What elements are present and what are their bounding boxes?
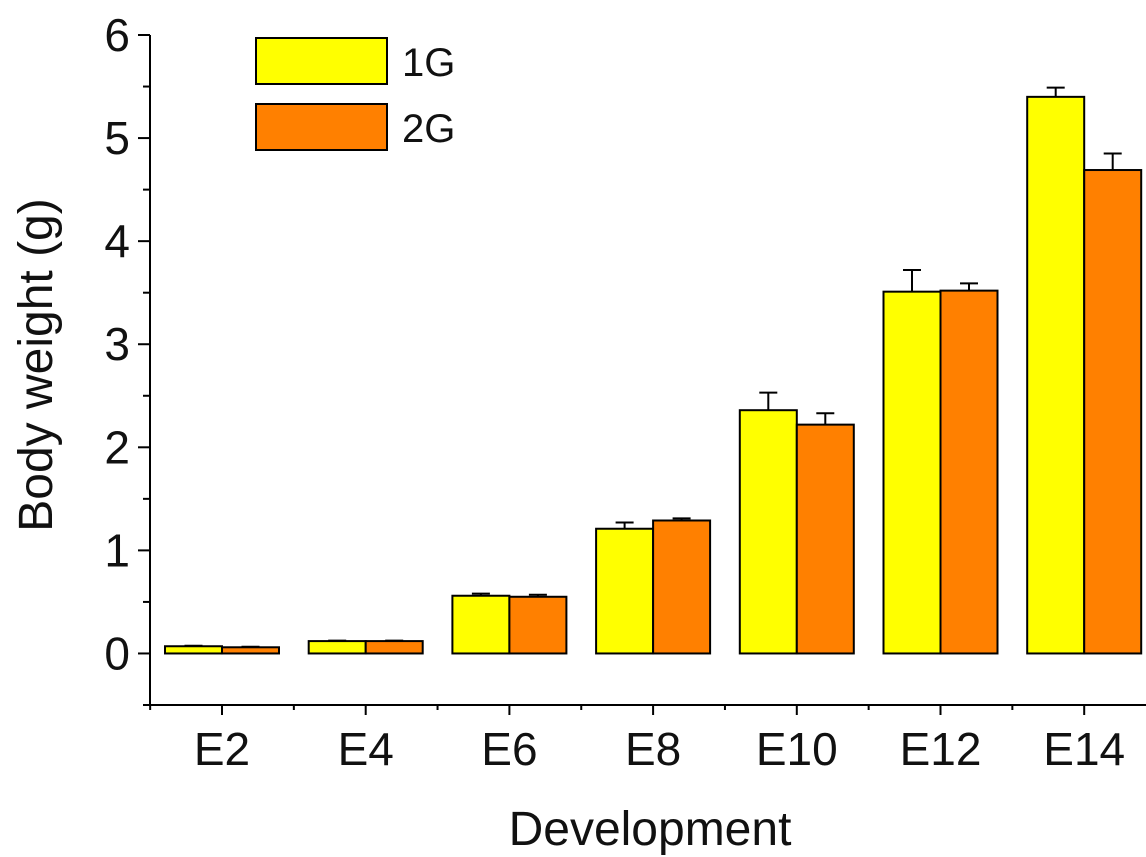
bar-2g-e14 [1083, 169, 1143, 655]
y-tick-label-1: 1 [104, 524, 130, 576]
x-tick-label-e14: E14 [1043, 723, 1125, 775]
x-tick-label-e2: E2 [194, 723, 250, 775]
bar-1g-e2 [164, 645, 223, 655]
y-tick-label-5: 5 [104, 112, 130, 164]
legend: 1G 2G [255, 37, 455, 151]
y-tick-label-6: 6 [104, 9, 130, 61]
bar-1g-e14 [1026, 95, 1086, 655]
y-tick-label-4: 4 [104, 215, 130, 267]
y-axis-title: Body weight (g) [10, 198, 63, 532]
y-tick-label-3: 3 [104, 318, 130, 370]
bar-2g-e2 [221, 646, 280, 655]
bar-2g-e6 [508, 595, 568, 655]
y-tick-label-0: 0 [104, 627, 130, 679]
x-axis-title: Development [509, 803, 792, 856]
error-bars-group [184, 86, 1122, 648]
bar-2g-e12 [939, 289, 999, 655]
x-tick-label-e4: E4 [338, 723, 394, 775]
bars-group [164, 95, 1143, 655]
bar-1g-e8 [595, 527, 655, 655]
y-ticks-group: 0 1 2 3 4 5 6 [104, 9, 150, 706]
x-ticks-group: E2 E4 E6 E8 E10 E12 E14 [149, 705, 1125, 775]
y-tick-label-2: 2 [104, 421, 130, 473]
legend-label-1g: 1G [402, 41, 455, 85]
bar-1g-e12 [882, 290, 942, 655]
bar-2g-e10 [795, 423, 855, 655]
x-tick-label-e6: E6 [481, 723, 537, 775]
legend-swatch-1g [255, 37, 388, 85]
x-tick-label-e10: E10 [756, 723, 838, 775]
bar-1g-e4 [307, 640, 367, 655]
x-tick-label-e8: E8 [625, 723, 681, 775]
legend-swatch-2g [255, 103, 388, 151]
bar-2g-e8 [652, 519, 712, 655]
bar-1g-e10 [738, 409, 798, 655]
legend-label-2g: 2G [402, 107, 455, 151]
bar-1g-e6 [451, 594, 511, 655]
x-tick-label-e12: E12 [900, 723, 982, 775]
bar-2g-e4 [364, 640, 424, 655]
